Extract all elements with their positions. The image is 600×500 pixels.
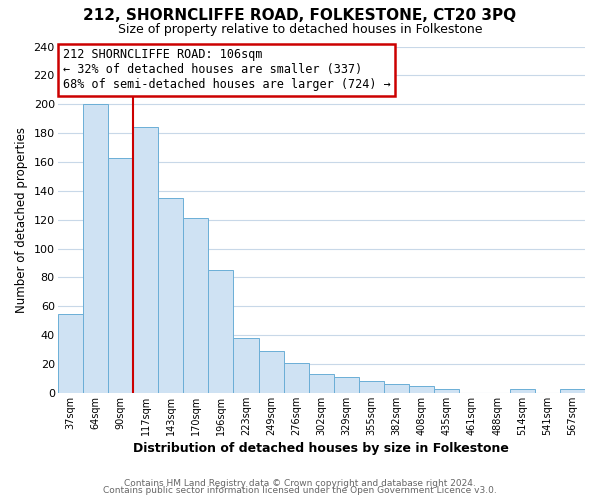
Bar: [233, 338, 259, 393]
Bar: [284, 362, 309, 393]
Bar: [560, 388, 585, 393]
Text: 212, SHORNCLIFFE ROAD, FOLKESTONE, CT20 3PQ: 212, SHORNCLIFFE ROAD, FOLKESTONE, CT20 …: [83, 8, 517, 22]
Bar: [208, 270, 233, 393]
Bar: [434, 388, 460, 393]
Text: Size of property relative to detached houses in Folkestone: Size of property relative to detached ho…: [118, 22, 482, 36]
Bar: [183, 218, 208, 393]
X-axis label: Distribution of detached houses by size in Folkestone: Distribution of detached houses by size …: [133, 442, 509, 455]
Bar: [58, 314, 83, 393]
Bar: [359, 382, 384, 393]
Text: Contains public sector information licensed under the Open Government Licence v3: Contains public sector information licen…: [103, 486, 497, 495]
Y-axis label: Number of detached properties: Number of detached properties: [15, 126, 28, 312]
Bar: [309, 374, 334, 393]
Bar: [409, 386, 434, 393]
Bar: [334, 377, 359, 393]
Bar: [83, 104, 108, 393]
Text: Contains HM Land Registry data © Crown copyright and database right 2024.: Contains HM Land Registry data © Crown c…: [124, 478, 476, 488]
Bar: [259, 351, 284, 393]
Text: 212 SHORNCLIFFE ROAD: 106sqm
← 32% of detached houses are smaller (337)
68% of s: 212 SHORNCLIFFE ROAD: 106sqm ← 32% of de…: [63, 48, 391, 91]
Bar: [108, 158, 133, 393]
Bar: [509, 388, 535, 393]
Bar: [158, 198, 183, 393]
Bar: [384, 384, 409, 393]
Bar: [133, 128, 158, 393]
